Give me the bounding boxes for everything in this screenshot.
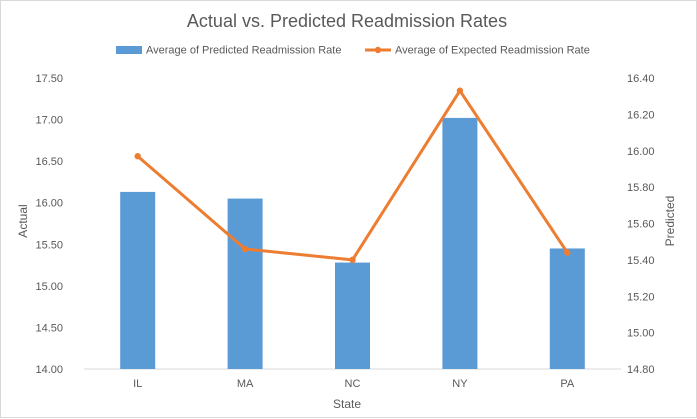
x-axis: IL MA NC NY PA bbox=[133, 378, 575, 390]
line-point-nc bbox=[349, 256, 356, 264]
bar-pa bbox=[549, 248, 585, 369]
y-tick-label: 17.50 bbox=[35, 73, 63, 85]
left-axis: 14.00 14.50 15.00 15.50 16.00 16.50 17.00 17.50 bbox=[35, 73, 63, 376]
y2-tick-label: 15.80 bbox=[627, 182, 655, 194]
bar-ny bbox=[442, 117, 478, 369]
line-series bbox=[134, 87, 571, 264]
y2-tick-label: 14.80 bbox=[627, 364, 655, 376]
y2-tick-label: 16.20 bbox=[627, 109, 655, 121]
y2-tick-label: 16.40 bbox=[627, 73, 655, 85]
y-tick-label: 15.00 bbox=[35, 281, 63, 293]
right-axis: 14.80 15.00 15.20 15.40 15.60 15.80 16.00 16.20… bbox=[627, 73, 655, 376]
y2-tick-label: 15.20 bbox=[627, 291, 655, 303]
bar-il bbox=[120, 191, 156, 369]
line-point-ma bbox=[241, 245, 249, 253]
legend: Average of Predicted Readmission Rate Av… bbox=[116, 45, 590, 57]
bar-series bbox=[120, 117, 585, 369]
y-tick-label: 14.50 bbox=[35, 322, 63, 334]
x-tick-label: PA bbox=[560, 378, 575, 390]
legend-bar-swatch bbox=[116, 46, 142, 54]
bar-ma bbox=[227, 198, 263, 369]
chart-title: Actual vs. Predicted Readmission Rates bbox=[187, 11, 507, 31]
x-tick-label: MA bbox=[237, 378, 254, 390]
bar-nc bbox=[335, 262, 370, 369]
x-tick-label: IL bbox=[133, 378, 142, 390]
y-tick-label: 16.00 bbox=[35, 198, 63, 210]
line-point-il bbox=[134, 153, 141, 160]
legend-bar-label: Average of Predicted Readmission Rate bbox=[146, 45, 341, 57]
y-tick-label: 14.00 bbox=[35, 364, 63, 376]
y-tick-label: 16.50 bbox=[35, 156, 63, 168]
y-tick-label: 15.50 bbox=[35, 239, 63, 251]
y-tick-label: 17.00 bbox=[35, 115, 63, 127]
y2-tick-label: 15.60 bbox=[627, 219, 655, 231]
x-tick-label: NY bbox=[452, 378, 468, 390]
x-axis-title: State bbox=[333, 397, 361, 411]
y2-tick-label: 15.40 bbox=[627, 255, 655, 267]
y2-axis-title: Predicted bbox=[663, 196, 677, 247]
x-tick-label: NC bbox=[345, 378, 361, 390]
legend-line-label: Average of Expected Readmission Rate bbox=[395, 45, 590, 57]
y-axis-title: Actual bbox=[16, 204, 30, 237]
legend-line-marker bbox=[374, 46, 382, 54]
line-point-ny bbox=[456, 87, 464, 94]
y2-tick-label: 15.00 bbox=[627, 328, 655, 340]
line-point-pa bbox=[564, 249, 571, 256]
y2-tick-label: 16.00 bbox=[627, 146, 655, 158]
expected-rate-line bbox=[136, 89, 569, 262]
